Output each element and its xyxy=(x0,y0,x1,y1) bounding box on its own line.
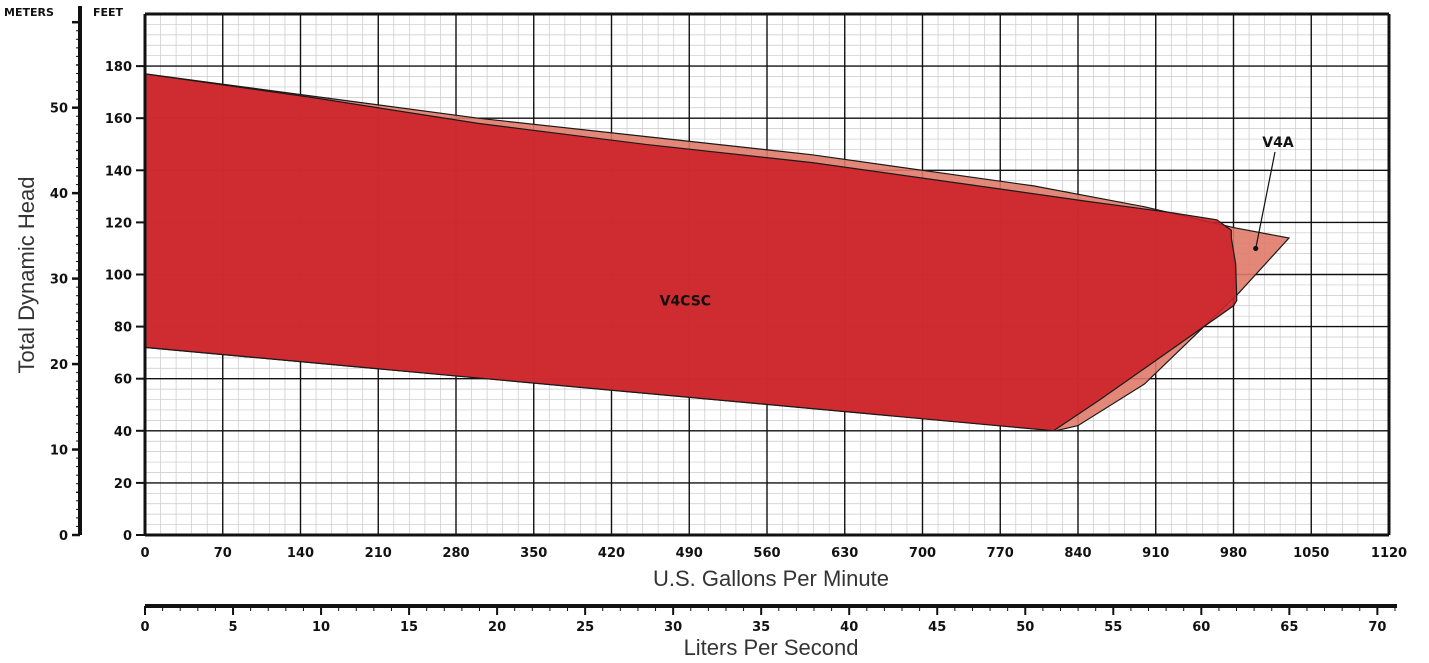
x2-tick-label: 70 xyxy=(1368,620,1386,635)
x-tick-label: 140 xyxy=(287,546,314,561)
y-feet-tick-label: 160 xyxy=(105,112,132,127)
x-tick-label: 700 xyxy=(909,546,936,561)
x-tick-label: 630 xyxy=(831,546,858,561)
y-feet-tick-label: 80 xyxy=(114,321,132,336)
x-tick-label: 1120 xyxy=(1371,546,1407,561)
y-meters-tick-label: 40 xyxy=(50,187,68,202)
y-meters-tick-label: 20 xyxy=(50,358,68,373)
x-tick-label: 910 xyxy=(1142,546,1169,561)
y-meters-tick-label: 50 xyxy=(50,102,68,117)
x2-tick-label: 15 xyxy=(400,620,418,635)
x-tick-label: 560 xyxy=(753,546,780,561)
x2-tick-label: 20 xyxy=(488,620,506,635)
v4a-leader-line xyxy=(1255,151,1276,249)
y-feet-tick-label: 120 xyxy=(105,216,132,231)
y-feet-tick-label: 40 xyxy=(114,425,132,440)
x2-tick-label: 35 xyxy=(752,620,770,635)
y-feet-tick-label: 60 xyxy=(114,373,132,388)
series-label-v4csc: V4CSC xyxy=(660,294,711,310)
y-feet-tick-label: 0 xyxy=(123,529,132,544)
y-feet-tick-label: 20 xyxy=(114,477,132,492)
axes: 0 70 140 210 280 350 420 490 560 630 700 770 840 910 9… xyxy=(50,6,1407,635)
x-tick-label: 0 xyxy=(140,546,149,561)
x-tick-label: 70 xyxy=(214,546,232,561)
series-layer xyxy=(144,73,1291,432)
series-label-v4a: V4A xyxy=(1262,135,1294,151)
x-tick-label: 980 xyxy=(1220,546,1247,561)
x-tick-label: 1050 xyxy=(1293,546,1329,561)
x2-tick-label: 10 xyxy=(312,620,330,635)
series-area-v4csc xyxy=(144,73,1238,432)
x2-tick-label: 45 xyxy=(928,620,946,635)
x2-tick-label: 50 xyxy=(1016,620,1034,635)
meters-header: METERS xyxy=(4,6,54,19)
x-tick-label: 280 xyxy=(442,546,469,561)
x2-tick-label: 55 xyxy=(1104,620,1122,635)
y-meters-tick-label: 30 xyxy=(50,273,68,288)
y-meters-tick-label: 10 xyxy=(50,444,68,459)
x2-tick-label: 60 xyxy=(1192,620,1210,635)
x-tick-label: 420 xyxy=(598,546,625,561)
y-meters-tick-label: 0 xyxy=(59,529,68,544)
x-tick-label: 210 xyxy=(365,546,392,561)
x2-axis-title: Liters Per Second xyxy=(684,635,859,660)
x-tick-label: 350 xyxy=(520,546,547,561)
y-feet-tick-label: 140 xyxy=(105,164,132,179)
x2-tick-label: 25 xyxy=(576,620,594,635)
labels: METERS FEET U.S. Gallons Per Minute Lite… xyxy=(4,6,1294,660)
x-tick-label: 840 xyxy=(1064,546,1091,561)
x2-tick-label: 0 xyxy=(140,620,149,635)
y-axis-title: Total Dynamic Head xyxy=(14,177,39,374)
x2-tick-label: 30 xyxy=(664,620,682,635)
x2-tick-label: 40 xyxy=(840,620,858,635)
x-axis-title: U.S. Gallons Per Minute xyxy=(653,566,889,591)
x2-tick-label: 5 xyxy=(229,620,238,635)
x-tick-label: 770 xyxy=(987,546,1014,561)
y-feet-tick-label: 180 xyxy=(105,60,132,75)
x-tick-label: 490 xyxy=(676,546,703,561)
x2-tick-label: 65 xyxy=(1280,620,1298,635)
feet-header: FEET xyxy=(93,6,124,19)
y-feet-tick-label: 100 xyxy=(105,269,132,284)
